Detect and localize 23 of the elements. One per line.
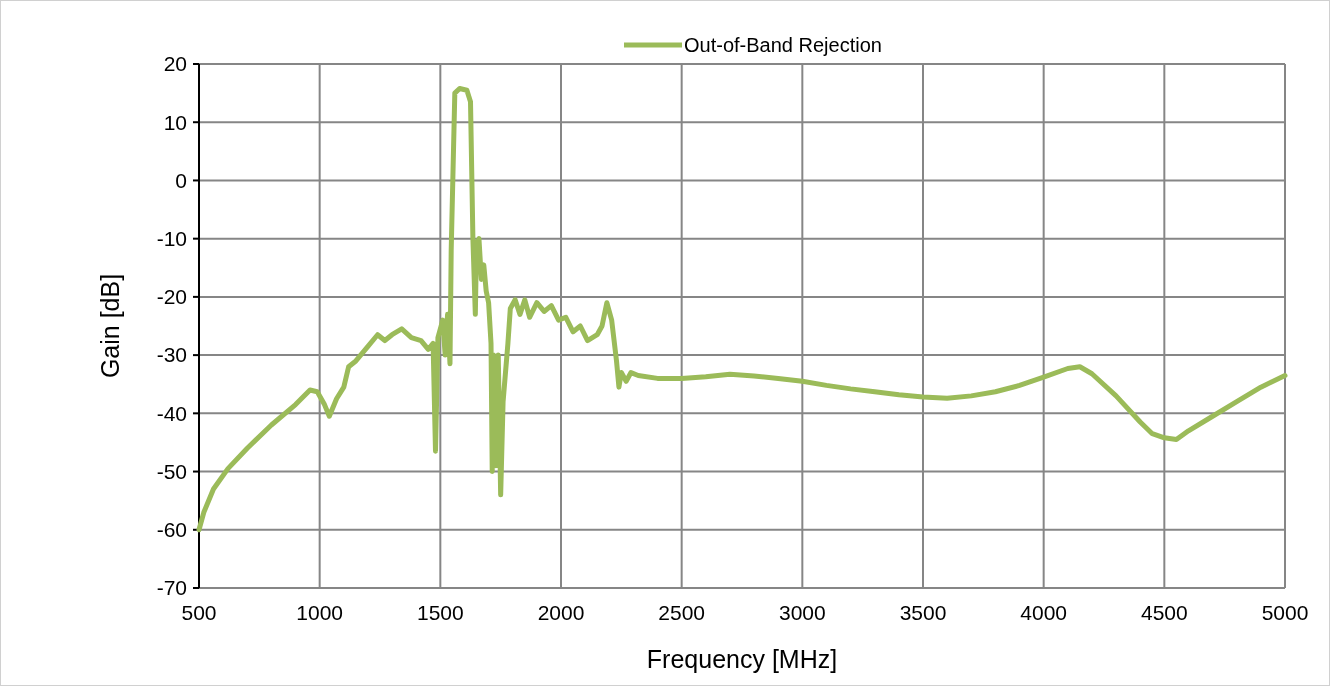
y-tick-label: -10 xyxy=(156,227,187,251)
y-tick-label: 0 xyxy=(175,168,187,192)
x-tick-label: 500 xyxy=(181,601,217,624)
x-tick-label: 1500 xyxy=(416,601,464,624)
x-tick-label: 2000 xyxy=(537,601,585,624)
y-tick-label: 20 xyxy=(163,52,187,76)
x-tick-label: 5000 xyxy=(1261,601,1309,624)
x-tick-label: 4500 xyxy=(1140,601,1188,624)
x-tick-label: 1000 xyxy=(296,601,344,624)
x-tick-label: 3000 xyxy=(778,601,826,624)
x-tick-label: 3500 xyxy=(899,601,947,624)
x-axis-title: Frequency [MHz] xyxy=(646,645,838,673)
y-tick-label: -50 xyxy=(156,459,187,483)
legend-label: Out-of-Band Rejection xyxy=(684,34,882,56)
x-tick-label: 4000 xyxy=(1020,601,1068,624)
y-tick-label: 10 xyxy=(163,110,187,134)
y-axis-title: Gain [dB] xyxy=(96,273,124,379)
y-tick-label: -70 xyxy=(156,576,187,600)
y-tick-label: -40 xyxy=(156,401,187,425)
x-tick-label: 2500 xyxy=(658,601,706,624)
y-tick-label: -20 xyxy=(156,285,187,309)
y-tick-label: -60 xyxy=(156,518,187,542)
y-tick-label: -30 xyxy=(156,343,187,367)
